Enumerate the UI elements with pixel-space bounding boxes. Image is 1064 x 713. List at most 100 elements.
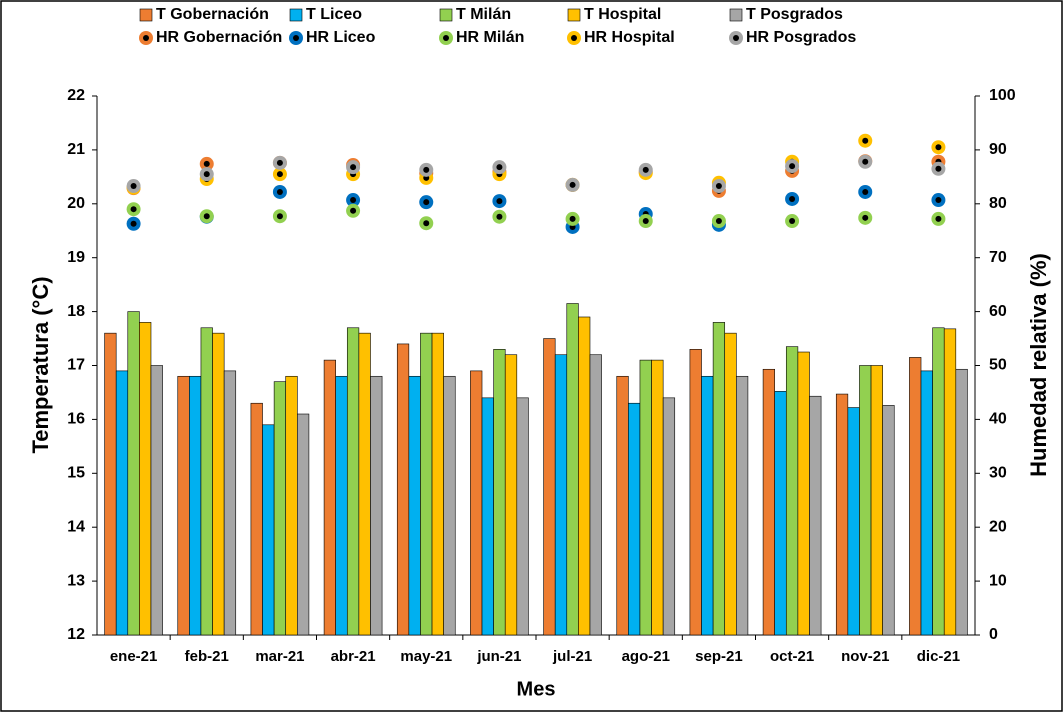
x-tick-label: ago-21 (622, 648, 670, 665)
marker (126, 216, 141, 231)
bar (543, 338, 556, 636)
marker (931, 193, 946, 208)
bar (809, 395, 822, 636)
bar (370, 375, 383, 636)
marker (346, 193, 361, 208)
bar (177, 375, 190, 636)
bar (481, 397, 494, 636)
x-tick-label: sep-21 (695, 648, 743, 665)
legend-label: HR Liceo (306, 29, 376, 46)
y2-tick-label: 90 (989, 141, 1007, 158)
x-tick-label: jun-21 (476, 648, 521, 665)
marker (638, 214, 653, 229)
marker (858, 154, 873, 169)
y-tick-label: 19 (67, 249, 85, 266)
bar (262, 424, 275, 636)
legend-swatch (567, 8, 581, 22)
bar (762, 368, 775, 636)
legend-label: HR Posgrados (746, 29, 856, 46)
bar (408, 375, 421, 636)
legend-swatch (289, 8, 303, 22)
bar (470, 370, 483, 636)
y2-tick-label: 20 (989, 518, 1007, 535)
marker (492, 194, 507, 209)
legend-swatch (439, 8, 453, 22)
x-tick-label: ene-21 (110, 648, 158, 665)
bar (639, 359, 652, 636)
marker (711, 214, 726, 229)
bar (297, 413, 310, 636)
bar (920, 370, 933, 636)
bar (273, 381, 287, 636)
bar (909, 357, 922, 636)
bar (431, 332, 444, 636)
bar (127, 311, 140, 636)
bar (712, 322, 726, 636)
y2-tick-label: 50 (989, 357, 1007, 374)
x-tick-label: mar-21 (255, 648, 304, 665)
x-tick-label: dic-21 (917, 648, 960, 665)
bar (212, 332, 225, 636)
y-tick-label: 17 (67, 357, 85, 374)
marker (785, 191, 800, 206)
y-tick-label: 12 (67, 626, 85, 643)
marker (931, 211, 946, 226)
marker (419, 195, 434, 210)
marker (565, 211, 580, 226)
marker (126, 202, 141, 217)
bar (104, 332, 117, 636)
marker (858, 133, 873, 148)
bar (396, 343, 410, 636)
legend-label: HR Hospital (584, 29, 675, 46)
bar (882, 405, 895, 636)
y2-tick-label: 60 (989, 303, 1007, 320)
legend-swatch (729, 8, 743, 22)
marker (272, 209, 287, 224)
marker (199, 156, 214, 171)
bar (701, 375, 714, 636)
bar (578, 316, 591, 636)
bar (115, 370, 129, 636)
legend-label: T Posgrados (746, 6, 843, 23)
legend-swatch-dot (733, 35, 739, 41)
bar (420, 332, 433, 636)
bar (932, 327, 945, 636)
bar (139, 322, 152, 636)
marker (858, 184, 873, 199)
bar (785, 346, 799, 636)
y2-tick-label: 40 (989, 411, 1007, 428)
bar (335, 375, 348, 636)
bar (835, 393, 849, 636)
y2-tick-label: 30 (989, 465, 1007, 482)
legend-swatch-dot (571, 35, 577, 41)
bar (589, 354, 602, 636)
marker (272, 155, 287, 170)
marker (272, 184, 287, 199)
bar (943, 328, 957, 636)
y-tick-label: 21 (67, 141, 85, 158)
marker (858, 210, 873, 225)
bar (736, 375, 749, 636)
bar (189, 375, 202, 636)
bar (628, 402, 641, 636)
marker (199, 167, 214, 182)
x-tick-label: oct-21 (770, 648, 814, 665)
bar (504, 354, 518, 636)
marker (199, 209, 214, 224)
marker (492, 209, 507, 224)
bar (774, 391, 787, 636)
marker (346, 160, 361, 175)
marker (565, 177, 580, 192)
y2-tick-label: 80 (989, 195, 1007, 212)
y-tick-label: 18 (67, 303, 85, 320)
bar (250, 402, 263, 636)
bar (689, 349, 702, 636)
bar (651, 359, 664, 636)
x-tick-label: jul-21 (552, 648, 592, 665)
marker (272, 167, 287, 182)
marker (785, 159, 800, 174)
marker (931, 161, 946, 176)
y-tick-label: 15 (67, 465, 85, 482)
bar (223, 370, 237, 636)
